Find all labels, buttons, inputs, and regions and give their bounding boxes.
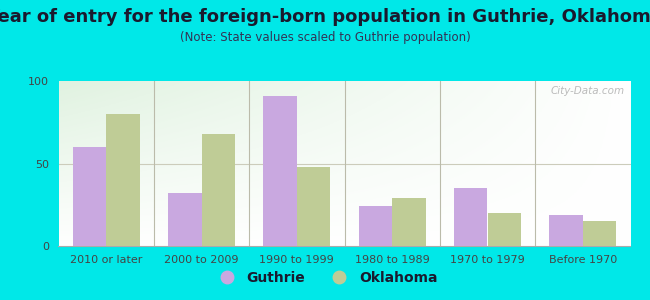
Bar	[263, 96, 297, 246]
Text: Year of entry for the foreign-born population in Guthrie, Oklahoma: Year of entry for the foreign-born popul…	[0, 8, 650, 26]
Bar	[583, 221, 616, 246]
Bar	[549, 215, 583, 246]
Text: City-Data.com: City-Data.com	[551, 86, 625, 96]
Bar	[297, 167, 330, 246]
Bar	[202, 134, 235, 246]
Bar	[359, 206, 392, 246]
Bar	[454, 188, 488, 246]
Bar	[168, 193, 202, 246]
Bar	[392, 198, 426, 246]
Bar	[73, 147, 106, 246]
Bar	[106, 114, 140, 246]
Text: (Note: State values scaled to Guthrie population): (Note: State values scaled to Guthrie po…	[179, 32, 471, 44]
Bar	[488, 213, 521, 246]
Legend: Guthrie, Oklahoma: Guthrie, Oklahoma	[207, 265, 443, 290]
